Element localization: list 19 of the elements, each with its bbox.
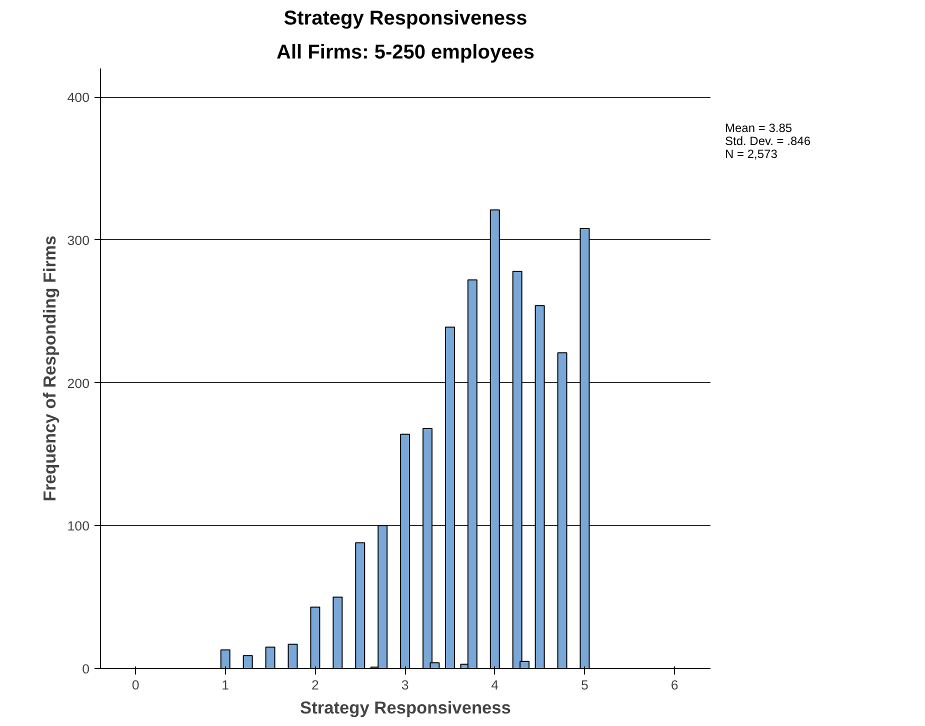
x-tick-label: 5 — [581, 678, 588, 692]
y-tick-label: 300 — [67, 232, 90, 248]
x-tick-label: 6 — [670, 678, 678, 692]
y-tick-label: 400 — [67, 90, 90, 106]
x-axis-title: Strategy Responsiveness — [300, 698, 511, 718]
y-tick-label: 100 — [67, 518, 90, 534]
x-tick-label: 1 — [222, 678, 230, 692]
text: Mean = 3.85 — [725, 121, 794, 135]
chart-title: Strategy Responsiveness — [284, 8, 528, 30]
text: N = 2,573 — [725, 147, 778, 161]
y-tick-label: 200 — [67, 376, 90, 391]
x-tick-label: 3 — [401, 678, 409, 692]
text: Std. Dev. = .846 — [725, 134, 810, 148]
x-tick-label: 4 — [491, 678, 500, 692]
x-tick-label: 0 — [132, 678, 140, 692]
y-axis-title: Frequency of Responding Firms — [39, 236, 60, 502]
x-tick-label: 2 — [312, 678, 319, 692]
y-tick-label: 0 — [82, 662, 90, 676]
chart-subtitle: All Firms: 5-250 employees — [276, 42, 534, 64]
